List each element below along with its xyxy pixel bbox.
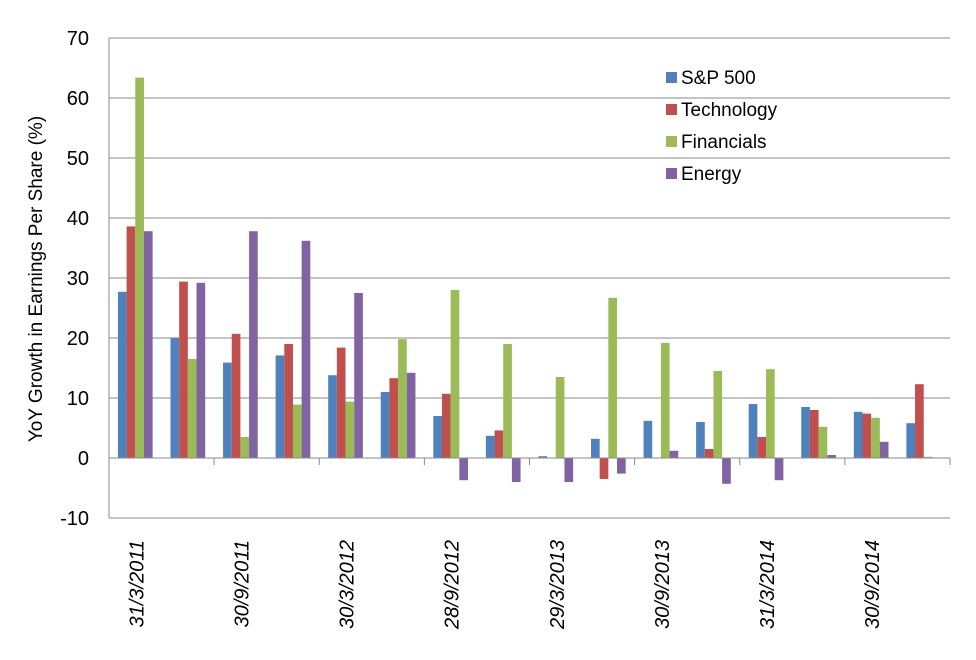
bar [231, 333, 241, 458]
bar [555, 377, 565, 458]
bar [503, 344, 512, 458]
y-tick-label: 40 [67, 208, 89, 230]
bar [301, 240, 311, 458]
bar [599, 458, 609, 479]
bar [135, 77, 144, 458]
x-tick-label: 28/9/2012 [442, 540, 464, 630]
bar [538, 456, 548, 458]
bar [617, 458, 626, 474]
bar [126, 226, 136, 458]
y-tick-label: 60 [67, 88, 89, 110]
bar [923, 456, 933, 458]
bar [240, 437, 250, 458]
legend-label: Energy [681, 164, 742, 185]
bar [713, 371, 723, 458]
legend-swatch [666, 168, 677, 179]
legend-label: Financials [681, 132, 767, 153]
legend-swatch [666, 72, 677, 83]
bar [223, 362, 232, 458]
bar [406, 372, 416, 458]
bar [660, 342, 670, 458]
bar [879, 441, 889, 458]
bar [818, 426, 828, 458]
bar [704, 449, 714, 458]
x-tick-label: 31/3/2011 [126, 540, 148, 628]
bar [336, 347, 346, 458]
bar [862, 413, 872, 458]
bar [284, 344, 293, 458]
y-tick-label: 30 [67, 268, 89, 290]
x-tick-label: 31/3/2014 [757, 540, 779, 629]
axes [108, 38, 951, 518]
bar [696, 422, 705, 458]
bar [143, 231, 153, 458]
bar [590, 438, 600, 458]
bars [117, 77, 933, 484]
y-tick-label: 10 [67, 388, 89, 410]
bar [494, 430, 504, 458]
bar [748, 404, 758, 458]
bar [459, 458, 469, 481]
x-tick-label: 29/3/2013 [547, 540, 569, 630]
bar [187, 359, 197, 458]
bar [433, 416, 442, 458]
bar [450, 290, 460, 458]
y-tick-label: 20 [67, 328, 89, 350]
legend-swatch [666, 136, 677, 147]
bar [380, 392, 390, 458]
bar [906, 423, 916, 458]
bar [511, 458, 521, 482]
bar [871, 417, 880, 458]
x-tick-label: 30/9/2011 [231, 540, 253, 628]
bar [801, 407, 810, 458]
y-tick-label: 0 [78, 448, 89, 470]
bar [485, 435, 495, 458]
bar [328, 375, 337, 458]
bar [249, 231, 258, 458]
bar [608, 297, 618, 458]
bar [389, 378, 399, 458]
bar [643, 420, 653, 458]
bar [275, 355, 285, 458]
x-tick-label: 30/9/2014 [862, 540, 884, 629]
legend-label: S&P 500 [681, 68, 756, 89]
legend: S&P 500 Technology Financials Energy [666, 68, 778, 185]
bar [722, 458, 731, 484]
y-axis-title: YoY Growth in Earnings Per Share (%) [26, 116, 47, 442]
bar [179, 281, 188, 458]
bar [117, 291, 127, 458]
bar [809, 410, 819, 458]
y-tick-label: 50 [67, 148, 89, 170]
bar [292, 404, 302, 458]
legend-swatch [666, 104, 677, 115]
x-tick-label: 30/3/2012 [337, 540, 359, 629]
x-tick-label: 30/9/2013 [652, 540, 674, 629]
y-tick-label: -10 [60, 508, 89, 530]
bar [564, 458, 574, 482]
bar [774, 458, 784, 481]
bar [441, 393, 451, 458]
bar [345, 401, 355, 458]
bar [766, 369, 775, 458]
bar [915, 384, 924, 458]
bar [669, 450, 679, 458]
y-tick-label: 70 [67, 28, 89, 50]
x-tick-labels: 31/3/2011 30/9/2011 30/3/2012 28/9/2012 29/3… [126, 540, 884, 630]
bar [196, 282, 206, 458]
legend-label: Technology [681, 100, 778, 121]
bar [827, 455, 836, 458]
y-tick-labels: -10 0 10 20 30 40 50 60 70 [60, 28, 89, 530]
bar [354, 293, 363, 458]
bar [398, 339, 407, 458]
bar [170, 338, 180, 458]
bar [853, 411, 863, 458]
bar [757, 437, 767, 458]
